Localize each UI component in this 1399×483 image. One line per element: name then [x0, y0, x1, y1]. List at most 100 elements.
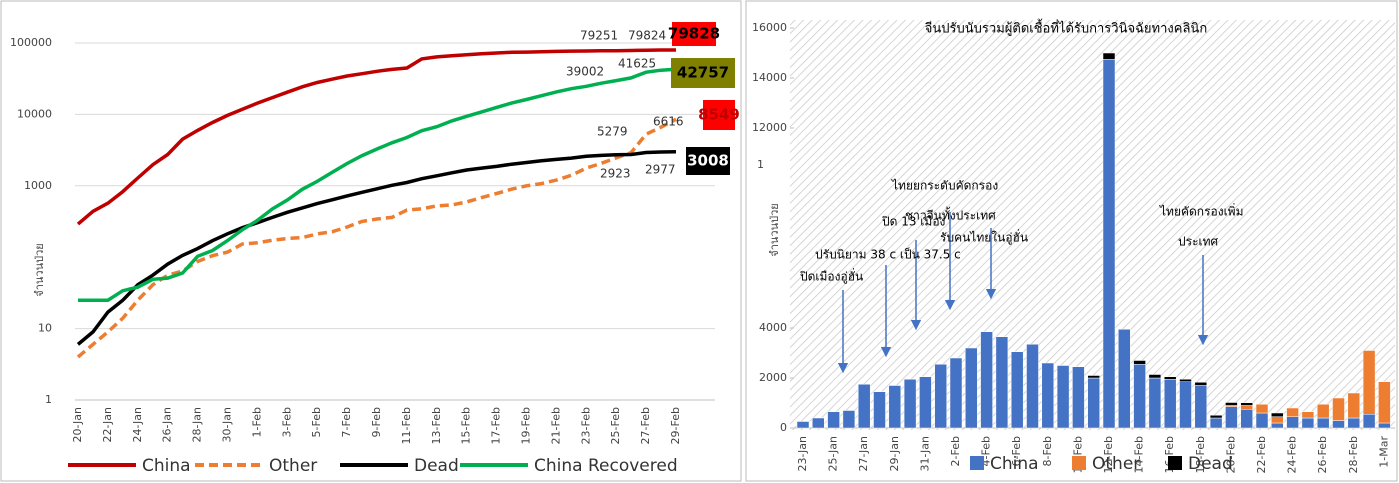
annotation: ปรับนิยาม 38 c เป็น 37.5 c: [815, 247, 961, 262]
bar-segment: [796, 421, 810, 429]
x-tick-label: 21-Feb: [549, 407, 562, 444]
x-tick-label: 30-Jan: [221, 407, 234, 443]
bar-segment: [1072, 366, 1085, 429]
bar-segment: [1118, 329, 1131, 429]
bar-segment: [1255, 404, 1269, 414]
annotation: รับคนไทยในอู่ฮั่น: [940, 229, 1028, 246]
data-label: 8549: [698, 106, 740, 124]
x-tick-label: 14-Feb: [1133, 436, 1146, 473]
legend-swatch: [1168, 456, 1182, 470]
x-tick-label: 20-Jan: [71, 407, 84, 443]
legend-swatch: [970, 456, 984, 470]
y-tick-label: 1: [757, 158, 764, 171]
legend-swatch: [1072, 456, 1086, 470]
y-tick-label: 2000: [759, 371, 787, 384]
bar-segment: [1163, 376, 1177, 380]
y-tick-label: 1000: [24, 179, 52, 192]
y-tick-label: 1: [45, 393, 52, 406]
x-tick-label: 19-Feb: [520, 407, 533, 444]
y-tick-label: 0: [780, 421, 787, 434]
bar-segment: [1133, 364, 1146, 429]
bar-segment: [949, 357, 963, 429]
x-tick-label: 23-Jan: [796, 436, 809, 472]
bar-segment: [1087, 377, 1100, 429]
annotation: ปิดเมืองอู่ฮั่น: [799, 268, 863, 285]
bar-segment: [1026, 344, 1039, 429]
x-tick-label: 15-Feb: [460, 407, 473, 444]
bar-segment: [1209, 415, 1223, 419]
bar-segment: [1179, 381, 1192, 429]
bar-segment: [873, 391, 886, 429]
bar-segment: [1362, 350, 1376, 415]
bar-segment: [1378, 422, 1391, 429]
bar-segment: [1148, 377, 1162, 429]
x-tick-label: 26-Jan: [161, 407, 174, 443]
x-tick-label: 11-Feb: [400, 407, 413, 444]
bar-segment: [1102, 52, 1116, 60]
bar-segment: [1301, 411, 1315, 419]
x-tick-label: 27-Jan: [857, 436, 870, 472]
bar-segment: [1316, 404, 1330, 419]
bar-segment: [1194, 385, 1208, 429]
bar-segment: [1225, 406, 1238, 429]
bar-segment: [1255, 412, 1269, 429]
bar-segment: [903, 379, 917, 429]
bar-segment: [1225, 402, 1238, 406]
bar-segment: [1087, 375, 1100, 379]
label-box: [671, 58, 735, 88]
bar-segment: [1102, 59, 1116, 429]
x-tick-label: 24-Feb: [1286, 436, 1299, 473]
bar-segment: [1362, 414, 1376, 429]
bar-segment: [1240, 402, 1253, 406]
x-tick-label: 6-Feb: [1010, 436, 1023, 466]
x-tick-label: 3-Feb: [280, 407, 293, 437]
chart-title: จีนปรับนับรวมผู้ติดเชื้อที่ได้รับการวินิ…: [924, 19, 1207, 37]
annotation: ไทยคัดกรองเพิ่ม: [1159, 203, 1244, 219]
data-label: 79828: [668, 25, 720, 43]
bar-segment: [1316, 417, 1330, 429]
data-label: 39002: [566, 65, 604, 79]
bar-segment: [1240, 405, 1253, 410]
bar-segment: [965, 347, 978, 429]
y-tick-label: 10: [38, 322, 52, 335]
bar-segment: [934, 364, 947, 429]
annotation: ปิด 13 เมือง: [881, 215, 945, 229]
bar-segment: [1271, 412, 1284, 417]
x-tick-label: 13-Feb: [430, 407, 443, 444]
x-tick-label: 31-Jan: [918, 436, 931, 472]
bar-segment: [857, 384, 871, 429]
x-tick-label: 12-Feb: [1102, 436, 1115, 473]
data-label: 2923: [600, 167, 631, 181]
annotation: ประเทศ: [1178, 235, 1219, 249]
bar-segment: [1286, 407, 1299, 417]
x-tick-label: 22-Jan: [101, 407, 114, 443]
x-tick-label: 1-Feb: [250, 407, 263, 437]
annotation: ชาวจีนทั้งประเทศ: [905, 207, 996, 223]
data-label: 41625: [618, 57, 656, 71]
x-tick-label: 2-Feb: [949, 436, 962, 466]
bar-segment: [1240, 409, 1253, 429]
bar-segment: [919, 376, 932, 429]
bar-segment: [995, 336, 1009, 429]
bar-segment: [1301, 417, 1315, 429]
x-tick-label: 29-Feb: [669, 407, 682, 444]
x-tick-label: 28-Feb: [1347, 436, 1360, 473]
bar-segment: [842, 410, 856, 429]
label-box: [686, 147, 730, 175]
bar-segment: [888, 385, 902, 429]
x-tick-label: 26-Feb: [1316, 436, 1329, 473]
bar-segment: [1163, 379, 1177, 429]
y-tick-label: 10000: [17, 107, 52, 120]
x-tick-label: 5-Feb: [310, 407, 323, 437]
y-axis-label: จำนวนป่วย: [33, 243, 46, 296]
y-tick-label: 12000: [752, 121, 787, 134]
x-tick-label: 25-Jan: [827, 436, 840, 472]
series-line: [76, 48, 676, 226]
annotation: ไทยยกระดับคัดกรอง: [891, 179, 998, 193]
y-axis-label: จำนวนป่วย: [768, 203, 781, 256]
bar-segment: [1179, 379, 1192, 382]
bar-segment: [1332, 420, 1345, 429]
legend-label: Other: [269, 456, 317, 476]
